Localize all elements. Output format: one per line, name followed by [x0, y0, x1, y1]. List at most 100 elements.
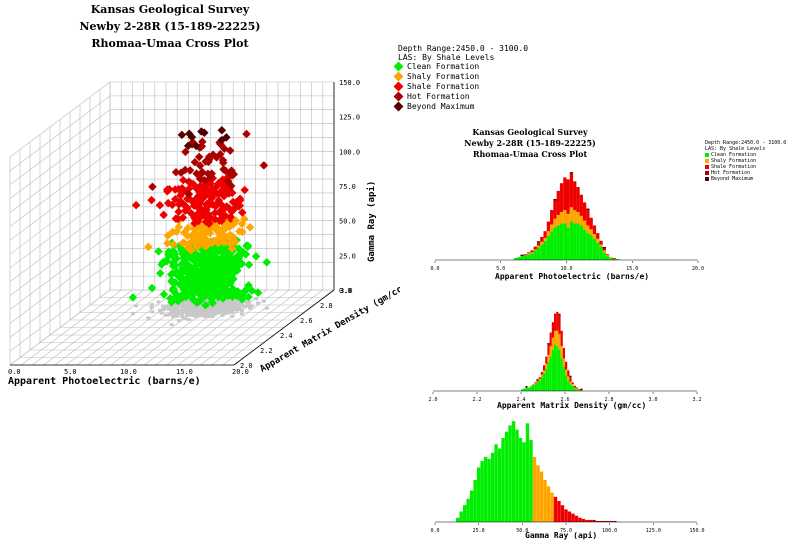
x-tick-label: 125.0 [646, 528, 661, 534]
clean-bar [515, 429, 519, 522]
clean-bar [540, 244, 544, 260]
clean-bar [551, 349, 554, 391]
rhomaa-x-ticks: 2.0 2.2 2.4 2.6 2.8 3.0 3.2 [428, 392, 702, 403]
scatter-point [215, 262, 224, 272]
scatter-point [163, 198, 173, 208]
floor-shadow-point [185, 307, 190, 311]
left-wall-hline [9, 192, 111, 269]
z-axis-label-3d: Gamma Ray (api) [366, 181, 377, 262]
floor-shadow-point [161, 307, 166, 311]
clean-bar [487, 459, 491, 522]
clean-bar [527, 254, 531, 260]
small-legend-label-shale: Shale Formation [711, 164, 757, 170]
clean-bar [615, 259, 620, 260]
clean-bar [569, 221, 574, 260]
floor-shadow-point [261, 299, 266, 303]
scatter-point [191, 261, 200, 271]
scatter-point [171, 167, 181, 177]
floor-shadow-point [233, 298, 238, 302]
shale-bar [523, 254, 528, 256]
shale-bar [578, 389, 581, 391]
floor-shadow-point [188, 305, 193, 309]
clean-bar [553, 227, 557, 260]
gr-histogram: 0.0 25.0 50.0 75.0 100.0 125.0 150.0 Gamma Ray… [430, 421, 705, 540]
floor-shadow-point [174, 308, 179, 312]
left-wall-hline [9, 123, 111, 199]
scatter-point [238, 208, 247, 217]
floor-shadow-point [186, 318, 191, 322]
scatter-point [197, 127, 206, 136]
x-tick-label-3d: 20.0 [232, 368, 249, 376]
scatter-point [259, 161, 269, 170]
shaly-bar [586, 225, 590, 234]
scatter-point [155, 200, 165, 210]
scatter-point [159, 290, 169, 299]
scatter-point [206, 173, 216, 182]
scatter-point [182, 231, 192, 240]
scatter-point [170, 185, 180, 194]
clean-bar [532, 384, 535, 391]
shaly-bar [532, 384, 535, 385]
floor-shadow-point [191, 303, 196, 307]
beyond-cap [558, 313, 561, 316]
shaly-bar [582, 220, 587, 230]
shale-bar [560, 330, 563, 347]
floor-shadow-point [226, 298, 231, 302]
clean-bar [504, 431, 509, 522]
scatter-point [205, 262, 214, 272]
x-tick-label: 3.2 [692, 397, 701, 403]
scatter-point [184, 239, 194, 249]
scatter-point [227, 244, 237, 253]
shale-bar [576, 387, 579, 389]
z-tick-label-3d: 150.0 [339, 79, 360, 87]
legend-depth-range: Depth Range:2450.0 - 3100.0 [398, 44, 529, 53]
floor-shadow-point [249, 304, 254, 308]
floor-shadow-point [227, 301, 232, 305]
floor-shadow-point [204, 298, 209, 302]
pe-histogram-bars [513, 172, 620, 260]
clean-bar [533, 250, 537, 260]
x-tick-label: 15.0 [626, 266, 638, 272]
floor-shadow-point [161, 304, 166, 308]
clean-bar [571, 385, 574, 391]
clean-bar [527, 387, 530, 391]
floor-shadow-point [212, 313, 217, 317]
floor-shadow-point [181, 306, 186, 310]
floor-shadow-point [173, 305, 178, 309]
shale-bar [586, 210, 590, 226]
floor-shadow-point [235, 305, 240, 309]
scatter-point [176, 191, 185, 200]
hot-bar [592, 519, 596, 522]
floor-shadow-point [180, 308, 185, 312]
scatter-point [226, 181, 236, 191]
floor-shadow-point [167, 305, 172, 309]
clean-bar [536, 247, 541, 260]
scatter-point [229, 170, 239, 179]
floor-shadow-point [246, 302, 251, 306]
clean-bar [543, 240, 547, 260]
floor-shadow-point [170, 310, 175, 314]
scatter-point [207, 237, 216, 246]
clean-bar [579, 225, 583, 260]
floor-shadow-point [207, 313, 212, 317]
clean-bar [599, 246, 603, 260]
scatter-point [193, 183, 203, 193]
beyond-cap [536, 379, 539, 381]
clean-bar [567, 380, 570, 391]
scatter-point [210, 208, 220, 218]
shaly-bar [543, 370, 546, 374]
scatter-point [235, 194, 245, 203]
clean-bar [530, 253, 534, 260]
x-tick-label: 150.0 [689, 528, 704, 534]
scatter-point [229, 205, 238, 214]
left-wall-hline [9, 248, 111, 324]
shaly-bar [571, 384, 574, 386]
shaly-bar [573, 387, 576, 389]
beyond-cap [569, 375, 572, 378]
shaly-bar [540, 374, 543, 378]
shaly-bar [551, 337, 554, 350]
clean-bar [605, 256, 610, 260]
shale-bar [536, 242, 541, 246]
scatter-point [242, 129, 251, 139]
scatter-point [244, 281, 253, 290]
